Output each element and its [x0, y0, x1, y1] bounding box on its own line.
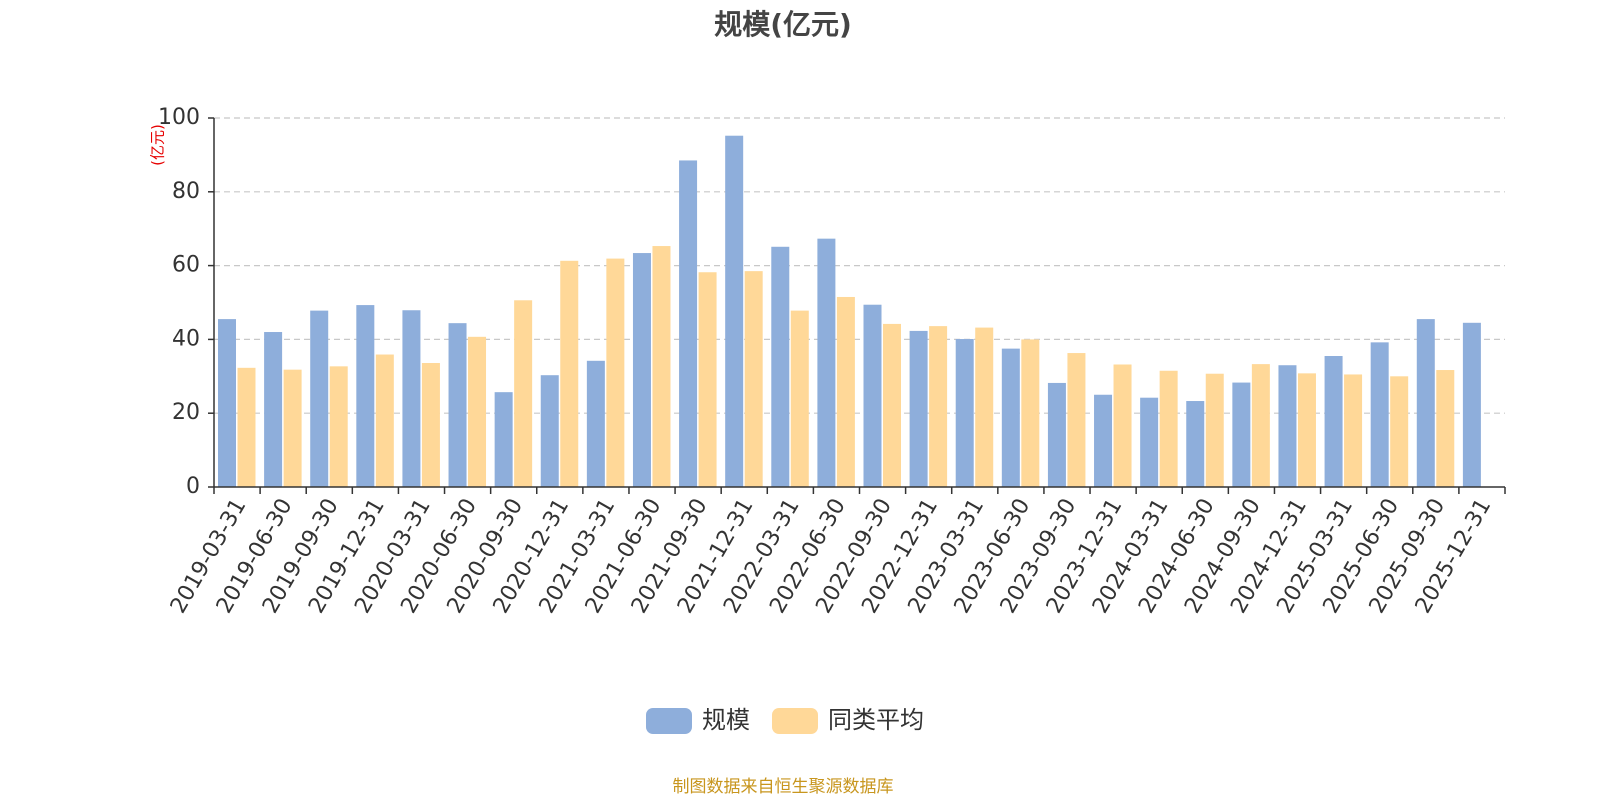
- source-text: 制图数据来自恒生聚源数据库: [673, 777, 894, 797]
- legend-item-scale[interactable]: 规模: [646, 706, 750, 734]
- bar-scale: [586, 360, 605, 487]
- bar-scale: [1001, 348, 1020, 487]
- bar-scale: [310, 310, 329, 487]
- bar-peer-average: [283, 369, 302, 487]
- bar-scale: [725, 135, 744, 487]
- bar-scale: [494, 392, 513, 487]
- chart-title: 规模(亿元): [714, 8, 852, 41]
- bar-peer-average: [560, 260, 579, 487]
- y-tick-label: 0: [186, 474, 200, 499]
- bar-peer-average: [790, 310, 809, 487]
- y-tick-label: 100: [158, 105, 200, 130]
- bar-scale: [1370, 342, 1389, 487]
- bar-scale: [1462, 322, 1481, 487]
- bar-scale: [356, 305, 375, 487]
- bar-peer-average: [1113, 364, 1132, 487]
- y-tick-label: 20: [172, 400, 200, 425]
- bar-peer-average: [1344, 374, 1363, 487]
- bar-scale: [1324, 356, 1343, 487]
- y-tick-label: 40: [172, 326, 200, 351]
- y-tick-label: 80: [172, 179, 200, 204]
- bar-scale: [909, 330, 928, 487]
- bar-scale: [1047, 382, 1066, 487]
- bar-scale: [540, 375, 559, 487]
- legend-label: 规模: [702, 706, 750, 734]
- legend-label: 同类平均: [828, 706, 924, 734]
- bar-peer-average: [1251, 364, 1270, 487]
- bar-scale: [1094, 394, 1113, 487]
- bar-scale: [1186, 401, 1205, 487]
- bar-peer-average: [652, 246, 671, 487]
- bar-scale: [1232, 382, 1251, 487]
- bar-peer-average: [975, 327, 994, 487]
- legend-swatch: [646, 708, 692, 734]
- axes: [208, 117, 1506, 494]
- x-tick-labels: 2019-03-312019-06-302019-09-302019-12-31…: [166, 494, 1496, 617]
- bar-scale: [863, 304, 882, 487]
- bar-peer-average: [883, 323, 901, 487]
- bar-peer-average: [514, 300, 533, 487]
- bar-peer-average: [421, 363, 440, 487]
- legend: 规模 同类平均: [646, 706, 924, 734]
- bar-scale: [1278, 365, 1297, 487]
- bar-peer-average: [375, 354, 394, 487]
- bar-scale: [1416, 319, 1435, 487]
- bars: [218, 135, 1481, 487]
- bar-peer-average: [606, 258, 625, 487]
- bar-peer-average: [1436, 370, 1455, 487]
- bar-peer-average: [1159, 370, 1178, 487]
- bar-scale: [771, 246, 790, 487]
- legend-swatch: [772, 708, 818, 734]
- bar-scale: [632, 253, 651, 487]
- bar-peer-average: [1021, 339, 1040, 487]
- bar-peer-average: [1390, 376, 1409, 487]
- bar-scale: [1140, 397, 1159, 487]
- bar-peer-average: [929, 326, 948, 487]
- bar-scale: [679, 160, 698, 487]
- y-tick-labels: 0 20 40 60 80 100: [158, 105, 200, 499]
- bar-scale: [955, 339, 974, 487]
- bar-peer-average: [237, 367, 256, 487]
- legend-item-peer-average[interactable]: 同类平均: [772, 706, 924, 734]
- bar-peer-average: [698, 272, 717, 487]
- bar-peer-average: [1067, 353, 1086, 487]
- bar-peer-average: [1297, 373, 1316, 487]
- bar-peer-average: [836, 296, 855, 487]
- bar-peer-average: [744, 271, 763, 487]
- bar-scale: [264, 332, 283, 487]
- bar-scale: [402, 310, 421, 487]
- y-axis-label: (亿元): [149, 124, 167, 166]
- bar-scale: [448, 323, 467, 487]
- y-tick-label: 60: [172, 253, 200, 278]
- bar-scale: [817, 238, 836, 487]
- bar-peer-average: [329, 366, 348, 487]
- bar-peer-average: [1205, 373, 1224, 487]
- bar-peer-average: [468, 336, 487, 487]
- bar-scale: [218, 319, 236, 487]
